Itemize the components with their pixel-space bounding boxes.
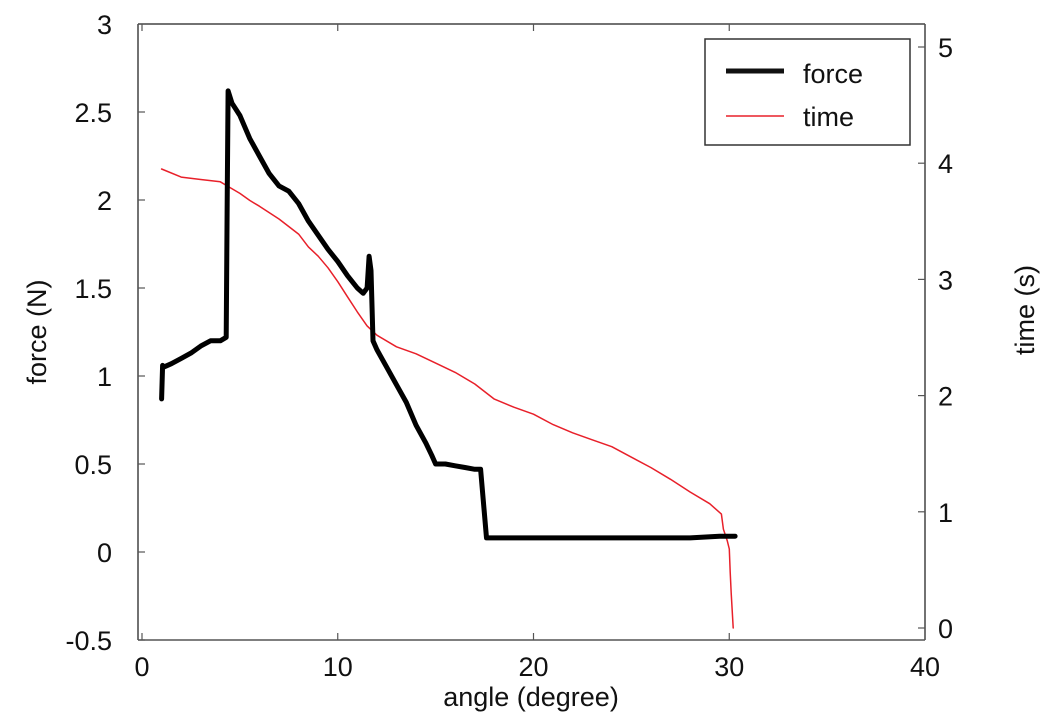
legend-label-force: force (803, 59, 863, 89)
y-tick-label: 3 (97, 10, 112, 40)
x-tick-label: 0 (134, 652, 149, 682)
series-time-line (160, 168, 734, 629)
x-tick-label: 40 (910, 652, 940, 682)
y-tick-label: 0 (97, 538, 112, 568)
y2-tick-label: 4 (938, 149, 953, 179)
y-tick-label: 0.5 (74, 450, 112, 480)
y-tick-label: 2 (97, 186, 112, 216)
series-force-line (159, 88, 738, 541)
legend-box (704, 38, 911, 146)
x-axis-label: angle (degree) (443, 682, 619, 712)
y2-tick-label: 0 (938, 614, 953, 644)
y-tick-label: 2.5 (74, 98, 112, 128)
y-tick-label: 1 (97, 362, 112, 392)
y2-tick-label: 1 (938, 498, 953, 528)
y2-axis-label: time (s) (1010, 265, 1040, 355)
legend: force time (704, 38, 911, 146)
y-axis-label: force (N) (22, 279, 52, 384)
legend-label-time: time (803, 102, 854, 132)
y2-tick-label: 5 (938, 33, 953, 63)
legend-item-force: force (726, 59, 863, 89)
y-tick-label: -0.5 (65, 626, 112, 656)
x-tick-label: 20 (518, 652, 548, 682)
y2-tick-label: 2 (938, 382, 953, 412)
x-tick-label: 10 (323, 652, 353, 682)
series-layer (159, 88, 738, 629)
x-tick-label: 30 (714, 652, 744, 682)
y-tick-label: 1.5 (74, 274, 112, 304)
y2-tick-label: 3 (938, 265, 953, 295)
legend-item-time: time (726, 102, 854, 132)
